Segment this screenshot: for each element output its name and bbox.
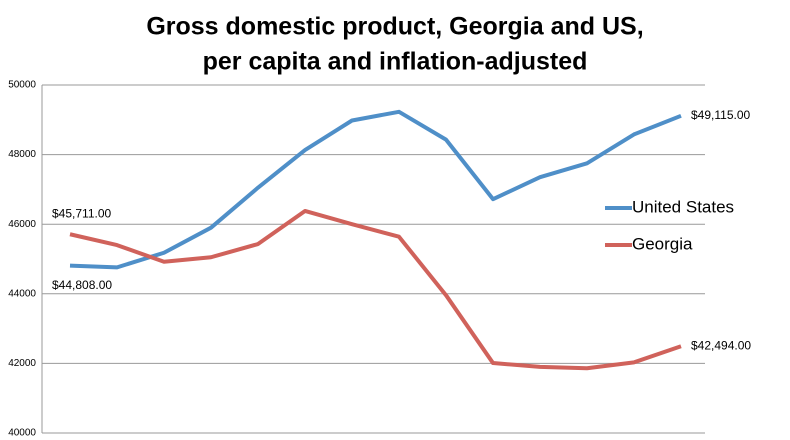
chart-title: Gross domestic product, Georgia and US, xyxy=(146,13,643,41)
y-tick-label: 46000 xyxy=(8,219,36,230)
data-label: $49,115.00 xyxy=(691,108,750,122)
data-label: $44,808.00 xyxy=(52,278,112,292)
data-label: $42,494.00 xyxy=(691,338,751,352)
y-tick-label: 44000 xyxy=(8,288,36,299)
legend-label: Georgia xyxy=(632,234,693,253)
series-line xyxy=(69,109,682,270)
legend-label: United States xyxy=(632,197,734,216)
chart-title: per capita and inflation-adjusted xyxy=(203,48,588,76)
y-tick-label: 48000 xyxy=(8,149,36,160)
y-tick-label: 40000 xyxy=(8,428,36,439)
data-label: $45,711.00 xyxy=(52,206,111,220)
series-line xyxy=(69,208,682,371)
y-tick-label: 50000 xyxy=(8,80,36,91)
y-tick-label: 42000 xyxy=(8,358,36,369)
